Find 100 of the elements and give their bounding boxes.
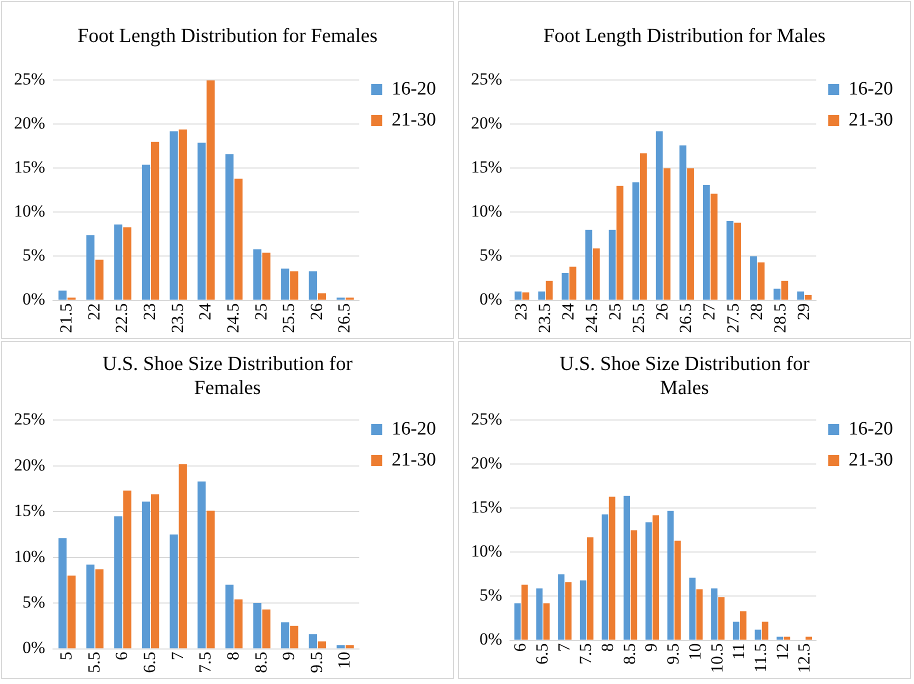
x-tick-label: 27 <box>700 302 719 320</box>
bar <box>198 481 206 648</box>
bar <box>632 182 640 300</box>
x-tick-label: 23.5 <box>168 303 187 333</box>
bar <box>253 603 262 648</box>
y-tick-label: 20% <box>470 114 502 133</box>
y-tick-label: 20% <box>14 114 46 133</box>
bar <box>732 622 740 640</box>
bar <box>734 222 742 300</box>
x-tick-label: 9 <box>642 643 661 652</box>
bar <box>234 178 243 300</box>
bar <box>114 516 122 648</box>
bar <box>758 262 765 300</box>
x-tick-label: 24.5 <box>582 303 602 333</box>
bar <box>123 227 132 300</box>
x-tick-label: 21.5 <box>56 303 76 333</box>
bar <box>170 534 178 648</box>
y-tick-label: 15% <box>470 498 502 517</box>
y-tick-label: 20% <box>14 455 46 474</box>
x-tick-label: 26.5 <box>334 303 354 333</box>
bar <box>262 252 270 300</box>
y-tick-label: 5% <box>479 246 502 265</box>
x-tick-label: 28 <box>746 303 766 320</box>
bar <box>580 580 586 640</box>
x-tick-label: 11.5 <box>750 643 770 672</box>
bar <box>290 271 298 300</box>
bar <box>652 515 659 640</box>
x-tick-label: 8 <box>223 652 242 660</box>
bar <box>150 142 160 300</box>
y-tick-label: 25% <box>14 70 46 89</box>
x-tick-label: 9.5 <box>664 643 683 664</box>
bar <box>206 510 215 648</box>
chart-title: Foot Length Distribution for Females <box>78 24 378 49</box>
x-tick-label: 8.5 <box>620 643 639 664</box>
bar <box>726 221 734 300</box>
bar <box>262 609 270 648</box>
bar <box>797 291 804 300</box>
bar <box>616 186 624 300</box>
bar <box>521 584 528 640</box>
bar <box>664 168 670 300</box>
x-tick-label: 7.5 <box>196 652 215 673</box>
bar <box>645 522 652 640</box>
bar <box>711 588 718 640</box>
chart-title: U.S. Shoe Size Distribution for Females <box>102 352 354 401</box>
bar <box>114 224 122 300</box>
x-tick-label: 5 <box>56 652 76 660</box>
x-tick-label: 24.5 <box>223 303 242 333</box>
x-tick-label: 6 <box>112 652 132 660</box>
bar <box>142 164 150 300</box>
bar <box>281 622 290 648</box>
y-tick-label: 10% <box>14 202 46 221</box>
y-tick-label: 20% <box>470 454 502 473</box>
bar <box>522 292 530 300</box>
bar <box>687 168 694 300</box>
bar <box>206 80 215 300</box>
x-tick-label: 7.5 <box>576 643 596 664</box>
bar <box>592 248 600 300</box>
bar <box>569 266 576 300</box>
bar <box>602 514 608 640</box>
x-tick-label: 23 <box>511 303 530 320</box>
bar <box>514 603 521 640</box>
legend-label: 21-30 <box>392 109 436 130</box>
chart-title: Foot Length Distribution for Males <box>542 24 827 49</box>
bar <box>538 291 546 300</box>
bar <box>68 576 76 648</box>
bar <box>718 597 725 640</box>
bar <box>640 153 647 300</box>
x-tick-label: 23 <box>140 303 159 320</box>
bar <box>318 293 326 300</box>
x-tick-label: 26 <box>306 303 326 320</box>
x-tick-label: 24 <box>196 302 215 320</box>
bar <box>762 622 768 640</box>
y-tick-label: 25% <box>470 410 502 429</box>
y-tick-label: 15% <box>470 158 502 177</box>
legend-label: 21-30 <box>848 109 893 130</box>
x-tick-label: 26 <box>652 303 672 320</box>
bar <box>290 626 298 648</box>
y-tick-label: 25% <box>14 410 46 429</box>
x-tick-label: 25.5 <box>629 303 648 333</box>
bar <box>689 578 696 640</box>
x-tick-label: 22.5 <box>112 303 132 333</box>
bar <box>178 129 187 300</box>
legend-label: 21-30 <box>392 449 436 470</box>
bar <box>784 636 790 640</box>
y-tick-label: 0% <box>479 630 502 649</box>
x-tick-label: 10.5 <box>707 643 726 673</box>
bar <box>585 230 592 300</box>
bar <box>679 145 686 300</box>
bar <box>346 645 354 648</box>
bar <box>95 260 104 300</box>
bar <box>667 510 674 640</box>
bar <box>587 537 594 640</box>
bar <box>336 645 345 648</box>
y-tick-label: 15% <box>14 501 46 520</box>
y-tick-label: 10% <box>14 546 46 566</box>
bar <box>696 589 703 640</box>
y-tick-label: 0% <box>22 290 46 309</box>
x-tick-label: 25 <box>251 303 270 320</box>
legend-label: 16-20 <box>392 78 436 100</box>
bar <box>308 271 317 300</box>
